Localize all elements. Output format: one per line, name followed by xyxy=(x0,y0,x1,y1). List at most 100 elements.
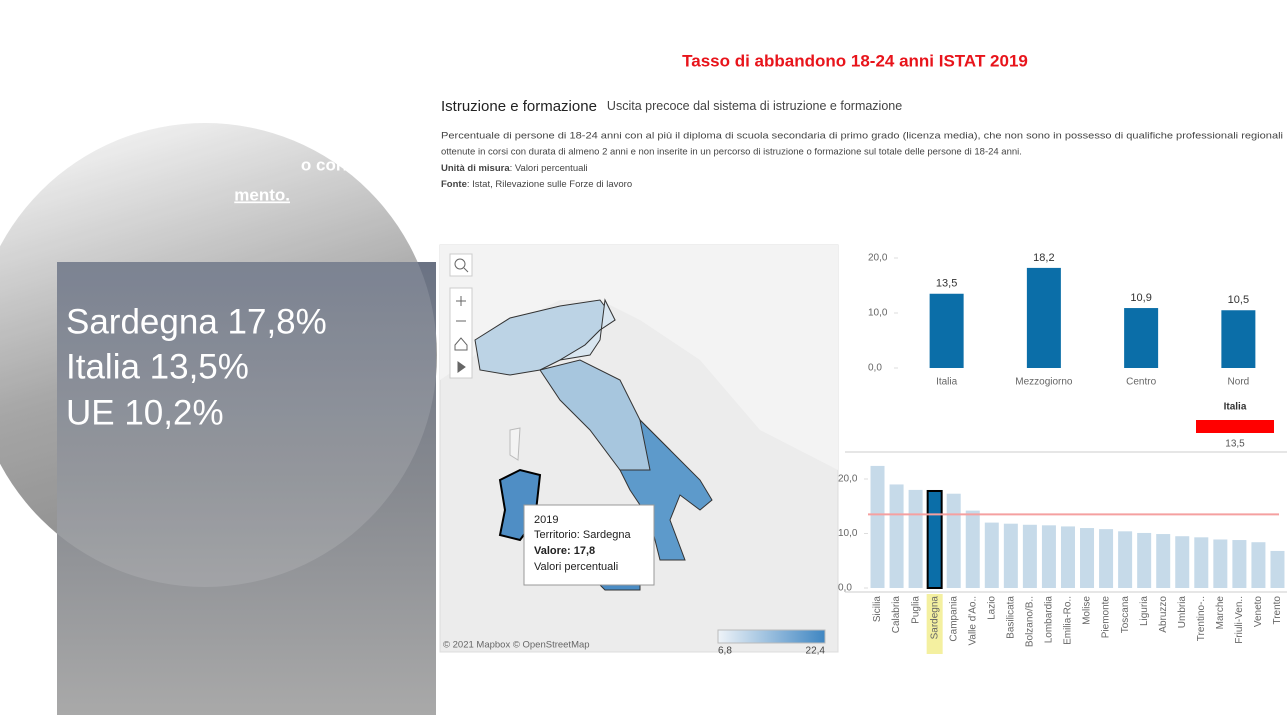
source: Fonte: Istat, Rilevazione sulle Forze di… xyxy=(441,179,632,190)
region xyxy=(559,298,616,361)
x-tick-label: Piemonte xyxy=(1101,596,1112,639)
x-tick-label: Puglia xyxy=(910,596,921,624)
x-tick-label: Calabria xyxy=(891,596,902,634)
bar xyxy=(1232,540,1247,588)
value-label: 13,5 xyxy=(936,278,957,290)
x-tick-label: Abruzzo xyxy=(1158,596,1169,633)
unit-value: : Valori percentuali xyxy=(510,163,588,174)
tooltip-line: Valori percentuali xyxy=(534,561,618,573)
deco-overlay xyxy=(0,123,437,587)
bar xyxy=(908,489,923,588)
unit-label: Unità di misura xyxy=(441,163,510,174)
bar xyxy=(965,510,980,588)
x-tick-label: Valle d'Ao.. xyxy=(967,596,978,646)
bar xyxy=(1251,542,1266,588)
x-tick-label: Centro xyxy=(1126,377,1156,388)
fragment: fiducia xyxy=(350,93,405,112)
control-icons xyxy=(454,258,469,373)
control[interactable] xyxy=(449,287,473,379)
side-panel xyxy=(57,262,436,715)
description: ottenute in corsi con durata di almeno 2… xyxy=(441,147,1022,158)
bar xyxy=(1194,537,1209,588)
land xyxy=(440,245,838,470)
fragments: oni, fiducia uscire nel o correlati ai m… xyxy=(234,64,405,204)
map-controls xyxy=(449,253,473,379)
map-credit: © 2021 Mapbox © OpenStreetMap xyxy=(443,640,590,651)
bar xyxy=(926,489,943,589)
description: Percentuale di persone di 18-24 anni con… xyxy=(441,131,1283,142)
highlights: Sardegna 17,8% Italia 13,5% UE 10,2% xyxy=(66,302,327,432)
x-tick-label: Emilia-Ro.. xyxy=(1063,596,1074,645)
bar xyxy=(1124,308,1159,368)
tooltip-line: Valore: 17,8 xyxy=(534,545,595,557)
legend-max: 22,4 xyxy=(806,646,826,657)
legend-ramp xyxy=(717,629,826,644)
fragment: mento. xyxy=(234,185,290,204)
highlight: Sardegna 17,8% xyxy=(66,302,327,341)
region xyxy=(619,418,713,561)
x-tick-label: Nord xyxy=(1228,377,1250,388)
fragment: o correlati ai xyxy=(301,155,402,174)
bar xyxy=(889,484,904,588)
fragment: uscire nel xyxy=(326,124,405,143)
bar xyxy=(1026,267,1061,368)
bar xyxy=(1118,531,1133,588)
tooltip-text: 2019 Territorio: Sardegna Valore: 17,8 V… xyxy=(534,514,631,573)
fragment: oni, xyxy=(370,64,400,83)
label-highlight xyxy=(926,594,943,654)
bar xyxy=(1137,532,1152,588)
map: 2019 Territorio: Sardegna Valore: 17,8 V… xyxy=(439,244,839,657)
y-tick-label: 10,0 xyxy=(868,308,888,319)
reference-name: Italia xyxy=(1224,402,1247,413)
highlight: Italia 13,5% xyxy=(66,347,249,386)
land xyxy=(509,427,521,461)
legend-min: 6,8 xyxy=(718,646,732,657)
bar xyxy=(1003,523,1018,588)
value-label: 10,5 xyxy=(1228,294,1249,306)
y-tick-label: 20,0 xyxy=(868,253,888,264)
x-tick-label: Friuli-Ven.. xyxy=(1234,596,1245,644)
bar xyxy=(1022,524,1037,588)
bar xyxy=(1060,526,1075,588)
highlight: UE 10,2% xyxy=(66,393,224,432)
x-tick-label: Toscana xyxy=(1120,596,1131,634)
value-label: 10,9 xyxy=(1130,292,1151,304)
x-tick-label: Veneto xyxy=(1253,596,1264,628)
source-label: Fonte xyxy=(441,179,467,190)
y-tick-label: 20,0 xyxy=(838,474,858,485)
bar xyxy=(1080,528,1095,588)
bar xyxy=(1175,536,1190,588)
slide-title: Tasso di abbandono 18-24 anni ISTAT 2019 xyxy=(682,51,1028,70)
x-tick-label: Lombardia xyxy=(1044,596,1055,644)
x-tick-label: Molise xyxy=(1082,596,1093,625)
y-tick-label: 0,0 xyxy=(838,583,852,594)
x-tick-label: Mezzogiorno xyxy=(1015,377,1073,388)
bar xyxy=(1041,525,1056,588)
x-tick-label: Sicilia xyxy=(872,596,883,623)
x-tick-label: Sardegna xyxy=(929,596,940,640)
header-subtitle: Uscita precoce dal sistema di istruzione… xyxy=(607,99,902,113)
bar xyxy=(946,493,961,588)
x-tick-label: Marche xyxy=(1215,596,1226,630)
bar xyxy=(1213,539,1228,588)
header: Istruzione e formazione Uscita precoce da… xyxy=(441,98,902,115)
bar xyxy=(984,522,999,588)
tooltip xyxy=(523,504,655,586)
x-tick-label: Trento xyxy=(1272,596,1283,625)
x-tick-label: Lazio xyxy=(986,596,997,620)
unit: Unità di misura: Valori percentuali xyxy=(441,163,588,174)
bar xyxy=(1156,534,1171,588)
reference-value: 13,5 xyxy=(1225,439,1245,450)
x-tick-label: Basilicata xyxy=(1005,596,1016,639)
source-value: : Istat, Rilevazione sulle Forze di lavo… xyxy=(467,179,632,190)
x-tick-label: Liguria xyxy=(1139,596,1150,626)
y-tick-label: 10,0 xyxy=(838,528,858,539)
control[interactable] xyxy=(449,253,473,277)
bar xyxy=(1099,529,1114,588)
bar xyxy=(870,465,885,588)
bar xyxy=(929,293,964,368)
bar xyxy=(1221,310,1256,368)
x-tick-label: Italia xyxy=(936,377,958,388)
reference-swatch xyxy=(1196,420,1274,433)
